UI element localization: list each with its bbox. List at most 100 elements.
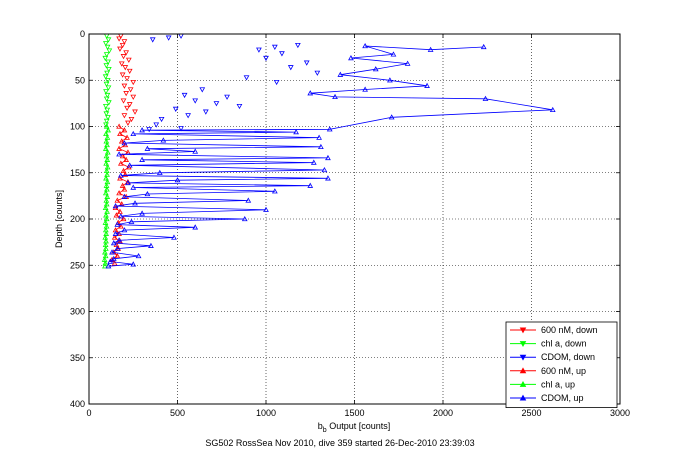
data-point <box>256 47 262 53</box>
data-point <box>139 210 145 216</box>
y-tick-label: 100 <box>70 122 85 132</box>
data-point <box>172 106 179 112</box>
data-point <box>116 190 122 196</box>
data-point <box>111 260 118 266</box>
data-point <box>104 134 111 140</box>
data-point <box>105 66 112 73</box>
legend-entry-label: chl a, up <box>541 379 575 389</box>
data-point <box>130 130 137 137</box>
legend: 600 nM, down chl a, down CDOM, down 600 nM,… <box>505 321 618 408</box>
data-point <box>174 177 181 183</box>
data-point <box>132 200 138 206</box>
y-tick-label: 0 <box>80 29 85 39</box>
data-point <box>126 102 133 108</box>
data-point <box>123 91 130 97</box>
data-point <box>102 263 108 269</box>
x-tick-label: 2000 <box>433 408 453 418</box>
data-point <box>102 145 109 151</box>
data-point <box>101 256 108 262</box>
legend-swatch-marker <box>519 380 527 387</box>
data-point <box>120 54 127 60</box>
legend-swatch-marker <box>519 327 527 334</box>
data-point <box>104 149 111 155</box>
data-point <box>103 230 110 236</box>
data-point <box>112 230 119 236</box>
data-point <box>106 48 113 54</box>
data-point <box>121 113 128 119</box>
legend-entry-label: 600 nM, down <box>541 325 598 335</box>
y-tick-label: 200 <box>70 214 85 224</box>
data-point <box>104 171 110 177</box>
data-point <box>119 42 126 49</box>
data-point <box>294 42 301 49</box>
data-point <box>102 55 109 62</box>
data-point <box>144 145 151 151</box>
data-point <box>279 51 285 57</box>
data-point <box>117 175 123 181</box>
data-point <box>325 154 331 161</box>
legend-box <box>505 321 618 408</box>
data-point <box>332 93 338 100</box>
data-point <box>121 39 128 45</box>
data-point <box>144 191 151 197</box>
x-tick-label: 500 <box>170 408 185 418</box>
data-point <box>287 65 294 71</box>
data-point <box>103 138 110 144</box>
x-tick-label: 1500 <box>344 408 364 418</box>
data-point <box>121 193 128 199</box>
data-point <box>117 130 123 137</box>
data-point <box>121 140 128 146</box>
legend-swatch-marker <box>519 394 527 401</box>
data-point <box>404 60 411 66</box>
data-point <box>362 86 368 92</box>
data-point <box>213 101 220 107</box>
data-point <box>192 224 199 230</box>
data-point <box>424 82 430 88</box>
data-point <box>160 137 167 143</box>
data-point <box>199 87 206 93</box>
legend-swatch-marker <box>519 367 527 374</box>
data-point <box>103 130 109 137</box>
data-point <box>139 156 145 162</box>
y-axis-label: Depth [counts] <box>54 190 64 248</box>
legend-entry-label: 600 nM, up <box>541 366 586 376</box>
data-point <box>273 79 280 86</box>
data-point <box>337 71 344 77</box>
data-point <box>114 252 121 259</box>
data-point <box>102 245 109 251</box>
data-point <box>118 61 125 67</box>
data-point <box>181 92 188 99</box>
series-0 <box>116 33 138 126</box>
data-point <box>128 116 135 123</box>
data-point <box>105 263 112 269</box>
data-point <box>130 184 137 190</box>
data-point <box>192 148 199 154</box>
data-point <box>104 78 111 84</box>
data-point <box>103 160 110 166</box>
data-point <box>103 89 109 95</box>
data-point <box>303 60 310 66</box>
data-point <box>125 178 131 185</box>
data-point <box>102 252 109 259</box>
caption: SG502 RossSea Nov 2010, dive 359 started… <box>205 438 474 448</box>
data-point <box>102 103 109 110</box>
data-point <box>241 215 248 222</box>
data-point <box>107 258 114 264</box>
data-point <box>103 186 110 192</box>
data-point <box>317 143 324 150</box>
data-point <box>130 261 137 267</box>
data-point <box>149 37 156 43</box>
data-point <box>139 127 145 133</box>
data-point <box>116 145 122 151</box>
data-point <box>480 43 487 50</box>
legend-entry-label: CDOM, down <box>541 352 595 362</box>
data-point <box>118 138 125 144</box>
data-point <box>321 166 328 173</box>
y-tick-label: 250 <box>70 260 85 270</box>
data-point <box>121 127 128 133</box>
data-point <box>104 44 111 50</box>
data-point <box>103 212 109 218</box>
data-point <box>116 237 122 243</box>
data-point <box>103 175 109 181</box>
